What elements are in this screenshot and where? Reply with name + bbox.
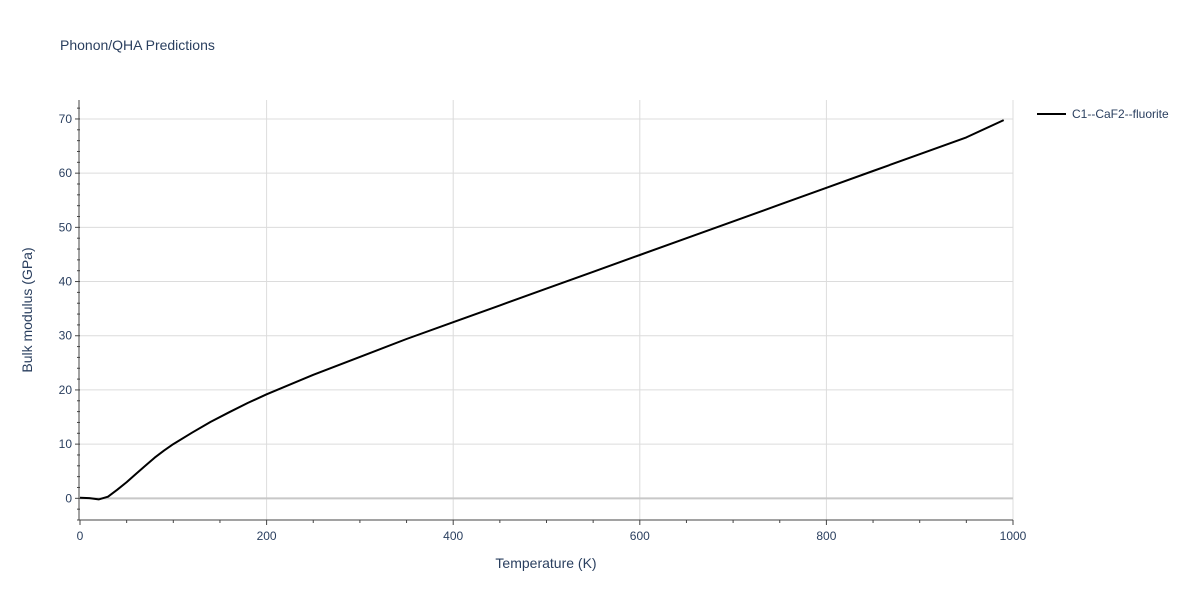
series-layer <box>79 119 1005 501</box>
x-tick-labels: 0 200 400 600 800 1000 <box>77 529 1027 543</box>
x-tick-label: 200 <box>257 529 277 543</box>
x-tick-label: 400 <box>443 529 463 543</box>
x-tick-label: 800 <box>816 529 836 543</box>
chart-title: Phonon/QHA Predictions <box>60 37 215 53</box>
y-tick-label: 60 <box>59 166 73 180</box>
x-axis-title: Temperature (K) <box>495 555 596 571</box>
y-tick-label: 40 <box>59 275 73 289</box>
y-tick-label: 0 <box>65 491 72 505</box>
x-tick-label: 1000 <box>1000 529 1027 543</box>
series-line[interactable] <box>79 119 1005 501</box>
y-tick-label: 70 <box>59 112 73 126</box>
y-tick-label: 10 <box>59 437 73 451</box>
y-tick-label: 30 <box>59 329 73 343</box>
x-tick-label: 0 <box>77 529 84 543</box>
x-tick-label: 600 <box>630 529 650 543</box>
legend-label: C1--CaF2--fluorite <box>1072 107 1169 121</box>
grid-lines <box>80 100 1014 520</box>
y-tick-label: 50 <box>59 220 73 234</box>
y-axis-title: Bulk modulus (GPa) <box>19 247 35 372</box>
y-tick-label: 20 <box>59 383 73 397</box>
legend[interactable]: C1--CaF2--fluorite <box>1037 107 1169 121</box>
y-tick-labels: 0 10 20 30 40 50 60 70 <box>59 112 73 505</box>
